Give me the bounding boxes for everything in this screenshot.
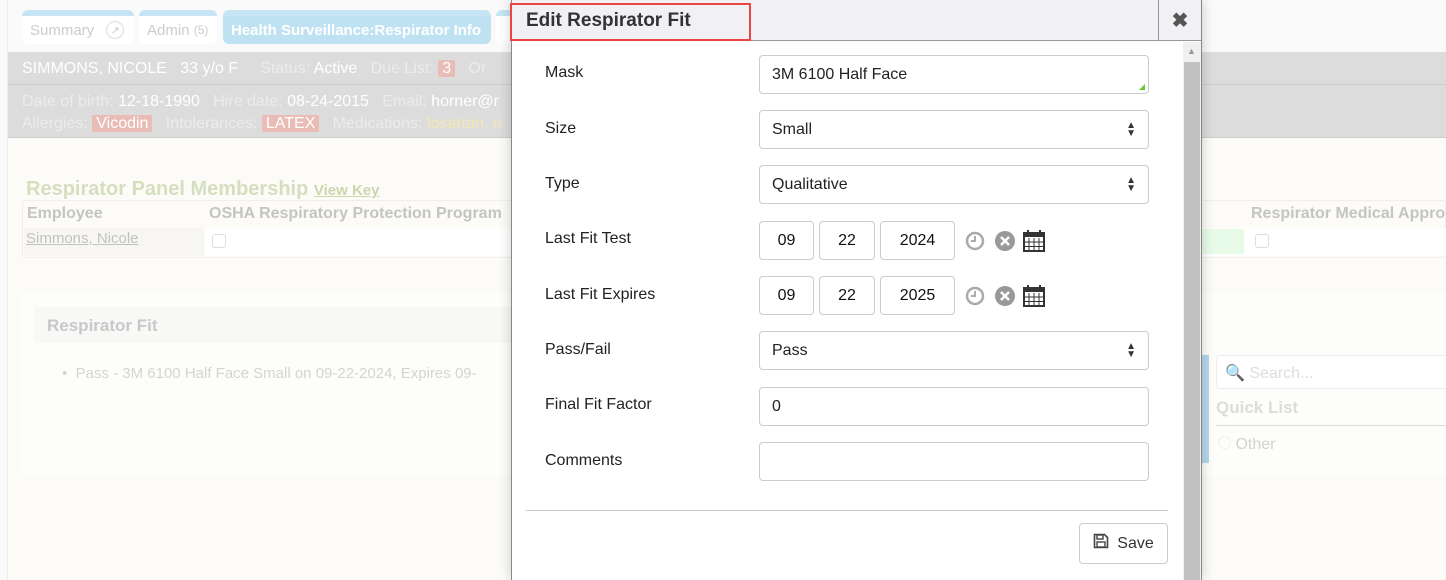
allergies-label: Allergies: [22, 115, 88, 132]
mask-value: 3M 6100 Half Face [772, 65, 908, 83]
tab-admin[interactable]: Admin (5) [139, 10, 217, 44]
search-input[interactable]: 🔍 Search... [1216, 355, 1446, 389]
intolerances-label: Intolerances: [165, 115, 258, 132]
status-value: Active [313, 60, 358, 77]
external-link-icon[interactable]: ↗ [106, 21, 125, 39]
modal-header [512, 0, 1201, 41]
due-list-label: Due List: [370, 60, 434, 77]
search-placeholder: Search... [1249, 365, 1314, 382]
respirator-fit-title: Respirator Fit [34, 307, 514, 343]
last-fit-day[interactable]: 22 [819, 221, 875, 260]
tab-count: (5) [193, 23, 209, 37]
employee-link[interactable]: Simmons, Nicole [26, 230, 139, 247]
medication-more: , n [483, 115, 502, 132]
last-fit-month[interactable]: 09 [759, 221, 814, 260]
save-button[interactable]: Save [1079, 523, 1168, 564]
last-fit-label: Last Fit Test [545, 230, 631, 247]
size-value: Small [772, 120, 813, 138]
close-icon: ✖ [1171, 10, 1189, 32]
expires-label: Last Fit Expires [545, 286, 656, 303]
col-osha: OSHA Respiratory Protection Program [209, 205, 502, 222]
clock-icon[interactable] [965, 231, 985, 251]
fit-list-item: • Pass - 3M 6100 Half Face Small on 09-2… [62, 365, 477, 382]
edit-respirator-fit-modal: Edit Respirator Fit ✖ Mask 3M 6100 Half … [510, 0, 1202, 580]
hire-value: 08-24-2015 [287, 93, 369, 110]
quick-list-title: Quick List [1216, 398, 1299, 417]
save-icon [1093, 533, 1109, 554]
save-label: Save [1117, 534, 1154, 552]
other-label: Other [1235, 436, 1276, 453]
fit-item-text: Pass - 3M 6100 Half Face Small on 09-22-… [75, 365, 477, 382]
panel-membership-title: Respirator Panel Membership View Key [26, 178, 379, 201]
select-arrows-icon: ▲ ▼ [1126, 174, 1136, 194]
email-label: Email: [382, 93, 427, 110]
panel-title: Respirator Panel Membership [26, 178, 309, 200]
tab-health-surveillance[interactable]: Health Surveillance:Respirator Info [223, 10, 491, 44]
due-list-badge[interactable]: 3 [438, 60, 456, 77]
email-value: horner@r [431, 93, 499, 110]
select-arrows-icon: ▲ ▼ [1126, 119, 1136, 139]
mask-input[interactable]: 3M 6100 Half Face [759, 55, 1149, 94]
size-select[interactable]: Small ▲ ▼ [759, 110, 1149, 149]
quick-list-other[interactable]: Other [1218, 436, 1275, 454]
dob-label: Date of birth: [22, 93, 114, 110]
col-medical-approval: Respirator Medical Appro [1251, 205, 1446, 222]
passfail-label: Pass/Fail [545, 341, 611, 358]
fit-factor-value: 0 [772, 397, 781, 415]
col-employee: Employee [27, 205, 103, 222]
tab-label: Summary [30, 21, 95, 39]
calendar-icon[interactable] [1023, 285, 1045, 307]
tab-summary[interactable]: Summary ↗ [22, 10, 134, 44]
clear-icon[interactable] [995, 231, 1015, 251]
type-select[interactable]: Qualitative ▲ ▼ [759, 165, 1149, 204]
scrollbar-thumb[interactable] [1184, 62, 1200, 580]
mask-label: Mask [545, 64, 584, 81]
expires-day[interactable]: 22 [819, 276, 875, 315]
date-icons [965, 230, 1045, 307]
clock-icon[interactable] [965, 286, 985, 306]
close-button[interactable]: ✖ [1158, 0, 1201, 41]
fit-factor-input[interactable]: 0 [759, 387, 1149, 426]
medical-approval-checkbox[interactable] [1255, 234, 1269, 248]
select-arrows-icon: ▲ ▼ [1126, 340, 1136, 360]
patient-name: SIMMONS, NICOLE [22, 60, 167, 77]
search-icon: 🔍 [1225, 365, 1245, 382]
size-label: Size [545, 120, 577, 137]
type-value: Qualitative [772, 175, 848, 193]
tab-label: Health Surveillance:Respirator Info [231, 21, 482, 39]
divider [526, 510, 1168, 511]
passfail-value: Pass [772, 341, 808, 359]
last-fit-year[interactable]: 2024 [880, 221, 955, 260]
hire-label: Hire date: [213, 93, 283, 110]
left-sidebar [0, 0, 8, 580]
view-key-link[interactable]: View Key [313, 182, 380, 199]
calendar-icon[interactable] [1023, 230, 1045, 252]
tab-label: Admin [147, 21, 190, 39]
intolerance-badge: LATEX [261, 115, 320, 132]
allergy-badge: Vicodin [92, 115, 153, 132]
orders-label: Or [468, 60, 487, 77]
medication: losartan [426, 115, 484, 132]
passfail-select[interactable]: Pass ▲ ▼ [759, 331, 1149, 370]
clear-icon[interactable] [995, 286, 1015, 306]
status-label: Status: [260, 60, 311, 77]
resize-handle-icon [1139, 84, 1145, 90]
comments-input[interactable] [759, 442, 1149, 481]
patient-age-sex: 33 y/o F [180, 60, 239, 77]
expires-year[interactable]: 2025 [880, 276, 955, 315]
comments-label: Comments [545, 452, 623, 469]
factor-label: Final Fit Factor [545, 396, 652, 413]
radio-icon[interactable] [1218, 436, 1231, 449]
scroll-up-icon[interactable]: ▲ [1187, 46, 1196, 56]
osha-checkbox[interactable] [212, 234, 226, 248]
type-label: Type [545, 175, 580, 192]
expires-month[interactable]: 09 [759, 276, 814, 315]
modal-title: Edit Respirator Fit [510, 3, 751, 41]
dob-value: 12-18-1990 [118, 93, 200, 110]
medications-label: Medications: [332, 115, 423, 132]
